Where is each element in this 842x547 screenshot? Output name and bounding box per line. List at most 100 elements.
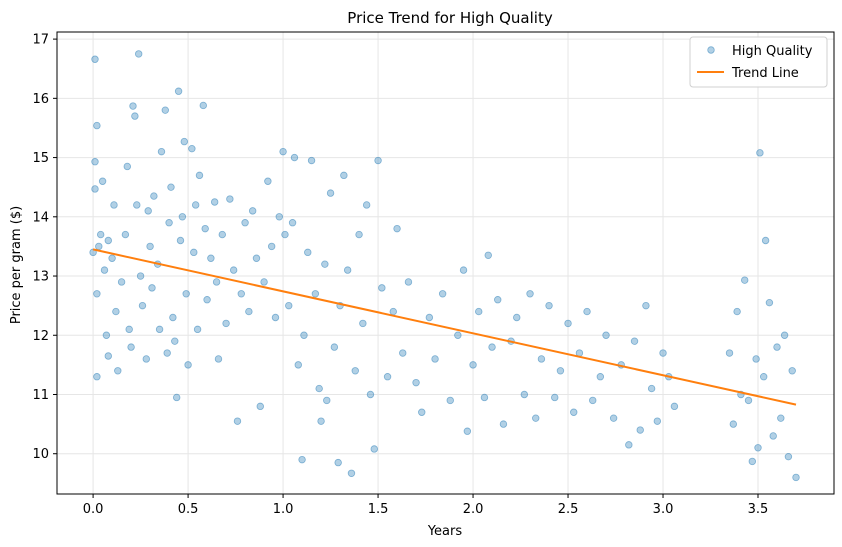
scatter-point [167, 183, 175, 191]
scatter-point [370, 445, 378, 453]
scatter-point [171, 337, 179, 345]
scatter-point [355, 230, 363, 239]
scatter-point [155, 325, 164, 334]
scatter-point [117, 278, 126, 286]
scatter-point [290, 153, 299, 162]
scatter-point [459, 266, 468, 274]
scatter-point [469, 361, 477, 369]
scatter-point [260, 278, 268, 286]
scatter-point [532, 414, 540, 422]
scatter-point [564, 319, 572, 328]
scatter-point [418, 408, 426, 416]
scatter-point [752, 355, 760, 363]
scatter-point [114, 367, 122, 375]
scatter-point [311, 290, 320, 298]
scatter-point [256, 402, 264, 411]
scatter-point [366, 390, 375, 399]
scatter-point [630, 337, 639, 345]
scatter-point [271, 313, 280, 322]
scatter-point [148, 284, 156, 292]
scatter-point [138, 301, 147, 310]
scatter-point [275, 213, 283, 221]
scatter-point [446, 396, 454, 405]
scatter-point [123, 162, 131, 171]
legend-label-trend-line: Trend Line [731, 66, 799, 81]
scatter-point [121, 230, 130, 239]
x-tick-label: 3.0 [653, 502, 674, 517]
scatter-point [596, 373, 605, 381]
scatter-point [136, 272, 145, 280]
scatter-point [304, 248, 312, 257]
scatter-point [653, 417, 662, 425]
chart-title: Price Trend for High Quality [347, 9, 553, 27]
scatter-point [142, 355, 150, 363]
x-tick-label: 1.5 [368, 502, 389, 517]
scatter-point [741, 276, 749, 284]
scatter-point [334, 458, 342, 467]
scatter-point [201, 224, 209, 233]
scatter-point [551, 393, 559, 402]
scatter-point [161, 106, 169, 114]
scatter-point [91, 158, 99, 166]
x-tick-label: 1.0 [273, 502, 294, 517]
trend-line [92, 248, 797, 406]
scatter-point [178, 213, 187, 221]
scatter-point [725, 349, 734, 357]
x-axis-label: Years [427, 524, 463, 539]
scatter-point [281, 230, 289, 239]
scatter-point [475, 307, 483, 316]
scatter-point [484, 251, 492, 259]
scatter-point [494, 296, 502, 304]
scatter-point [374, 156, 382, 165]
scatter-point [195, 171, 204, 180]
x-axis-ticks: 0.0 0.5 1.0 1.5 2.0 2.5 3.0 3.5 [83, 494, 769, 517]
scatter-point [326, 189, 335, 197]
scatter-point [404, 278, 413, 286]
scatter-point [393, 224, 401, 233]
scatter-point [431, 355, 439, 363]
scatter-point [172, 393, 181, 402]
scatter-point [125, 325, 133, 334]
scatter-point [163, 349, 171, 357]
scatter-point [659, 349, 667, 357]
x-tick-label: 3.5 [748, 502, 769, 517]
scatter-point [233, 417, 242, 425]
scatter-point [780, 331, 789, 339]
scatter-point [351, 367, 359, 375]
scatter-point [210, 198, 219, 206]
scatter-point [383, 373, 392, 381]
scatter-point [412, 378, 420, 387]
scatter-point [169, 313, 177, 322]
scatter-point [463, 427, 472, 435]
scatter-point [131, 112, 139, 120]
scatter-point [93, 290, 101, 298]
scatter-point [212, 278, 221, 286]
scatter-point [104, 236, 112, 245]
scatter-point [93, 121, 101, 130]
scatter-point [784, 452, 793, 461]
scatter-point [129, 102, 137, 110]
scatter-point [150, 192, 158, 200]
scatter-point [180, 137, 188, 146]
y-tick-label: 10 [32, 447, 49, 462]
scatter-point [748, 457, 757, 466]
scatter-point [340, 171, 348, 180]
scatter-point [188, 144, 196, 153]
scatter-point [193, 325, 202, 334]
scatter-point [176, 236, 185, 245]
scatter-point [248, 207, 257, 215]
scatter-point [792, 473, 800, 482]
scatter-point [389, 307, 397, 316]
scatter-point [583, 307, 591, 316]
scatter-point [642, 301, 650, 310]
y-tick-label: 12 [32, 329, 49, 344]
scatter-point [112, 307, 120, 316]
scatter-point [625, 441, 633, 449]
scatter-point [307, 156, 316, 165]
y-tick-label: 16 [32, 92, 49, 107]
scatter-point [214, 355, 223, 363]
x-tick-label: 0.0 [83, 502, 104, 517]
scatter-point [174, 87, 183, 95]
scatter-point [95, 242, 103, 251]
